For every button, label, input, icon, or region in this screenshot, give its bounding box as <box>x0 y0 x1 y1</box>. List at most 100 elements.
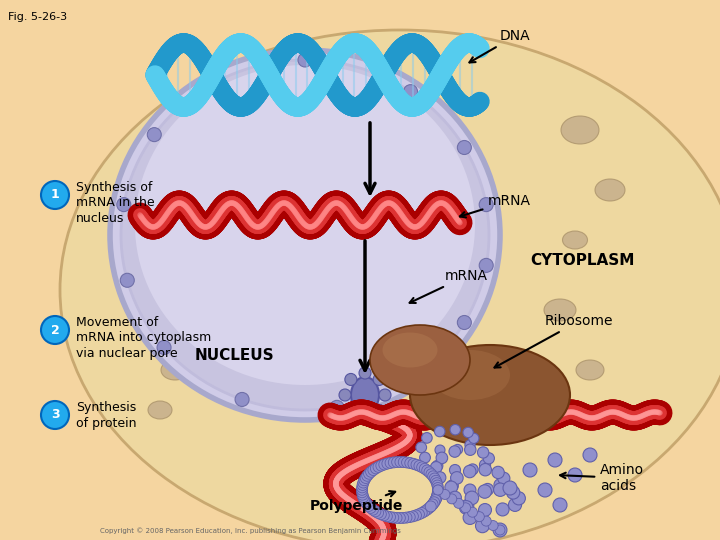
Ellipse shape <box>430 350 510 400</box>
Circle shape <box>422 433 432 443</box>
Circle shape <box>432 487 444 498</box>
Circle shape <box>41 401 69 429</box>
Circle shape <box>431 492 442 503</box>
Circle shape <box>339 389 351 401</box>
Ellipse shape <box>382 333 438 368</box>
Ellipse shape <box>561 116 599 144</box>
Circle shape <box>420 452 431 463</box>
Circle shape <box>378 510 390 521</box>
Text: Fig. 5-26-3: Fig. 5-26-3 <box>8 12 67 22</box>
Circle shape <box>41 181 69 209</box>
Text: 1: 1 <box>50 188 59 201</box>
Circle shape <box>375 509 387 519</box>
Circle shape <box>388 512 399 523</box>
Circle shape <box>403 85 418 99</box>
Circle shape <box>480 258 493 272</box>
Circle shape <box>345 374 357 386</box>
Circle shape <box>449 491 462 504</box>
Circle shape <box>464 484 476 496</box>
Circle shape <box>453 444 463 455</box>
Ellipse shape <box>351 377 379 413</box>
Circle shape <box>429 496 440 508</box>
Circle shape <box>361 470 373 481</box>
Ellipse shape <box>410 345 570 445</box>
Circle shape <box>450 424 461 435</box>
Circle shape <box>431 492 442 503</box>
Circle shape <box>417 462 428 473</box>
Circle shape <box>482 483 494 496</box>
Text: Polypeptide: Polypeptide <box>310 491 403 513</box>
Circle shape <box>117 198 131 212</box>
Circle shape <box>395 512 405 523</box>
Circle shape <box>465 491 479 505</box>
Circle shape <box>428 498 438 510</box>
Circle shape <box>463 511 477 524</box>
Circle shape <box>405 457 415 469</box>
Circle shape <box>433 485 444 496</box>
Circle shape <box>345 404 357 416</box>
Circle shape <box>440 489 450 500</box>
Circle shape <box>358 477 369 488</box>
Circle shape <box>454 498 464 508</box>
Circle shape <box>359 367 371 379</box>
Text: Movement of: Movement of <box>76 315 158 328</box>
Circle shape <box>382 458 393 469</box>
Circle shape <box>368 464 379 476</box>
Circle shape <box>357 489 368 500</box>
Circle shape <box>120 273 134 287</box>
Circle shape <box>459 501 473 514</box>
Circle shape <box>359 411 371 423</box>
Ellipse shape <box>370 325 470 395</box>
Circle shape <box>359 494 369 505</box>
Circle shape <box>388 457 400 468</box>
Text: Synthesis of: Synthesis of <box>76 180 153 193</box>
Ellipse shape <box>595 179 625 201</box>
Circle shape <box>457 315 472 329</box>
Text: of protein: of protein <box>76 416 137 429</box>
Circle shape <box>431 462 442 473</box>
Circle shape <box>480 198 493 212</box>
Circle shape <box>430 494 441 505</box>
Circle shape <box>445 481 457 494</box>
Circle shape <box>157 341 171 354</box>
Circle shape <box>298 53 312 67</box>
Circle shape <box>385 457 396 468</box>
Circle shape <box>360 472 372 483</box>
Circle shape <box>512 492 526 505</box>
Circle shape <box>431 478 442 489</box>
Circle shape <box>360 496 371 507</box>
Circle shape <box>447 494 456 504</box>
Circle shape <box>395 456 406 468</box>
Circle shape <box>392 457 402 468</box>
Circle shape <box>402 457 413 468</box>
Circle shape <box>435 445 445 455</box>
Circle shape <box>411 460 422 470</box>
Circle shape <box>379 389 391 401</box>
Circle shape <box>428 497 440 508</box>
Circle shape <box>413 509 424 520</box>
Ellipse shape <box>148 401 172 419</box>
Ellipse shape <box>121 60 489 410</box>
Circle shape <box>364 468 374 479</box>
Circle shape <box>432 480 443 491</box>
Circle shape <box>397 512 409 523</box>
Circle shape <box>434 472 446 483</box>
Circle shape <box>449 464 461 476</box>
Circle shape <box>382 511 392 522</box>
Circle shape <box>475 519 490 533</box>
Ellipse shape <box>110 50 500 420</box>
Circle shape <box>498 472 510 484</box>
Circle shape <box>463 427 473 437</box>
Circle shape <box>523 463 537 477</box>
Text: mRNA: mRNA <box>410 269 488 303</box>
Circle shape <box>366 467 377 477</box>
Circle shape <box>356 487 368 498</box>
Circle shape <box>434 426 445 437</box>
Circle shape <box>206 77 220 90</box>
Ellipse shape <box>544 299 576 321</box>
Circle shape <box>373 374 385 386</box>
Text: Ribosome: Ribosome <box>495 314 613 368</box>
Circle shape <box>365 502 377 514</box>
Circle shape <box>469 433 479 443</box>
Circle shape <box>457 140 472 154</box>
